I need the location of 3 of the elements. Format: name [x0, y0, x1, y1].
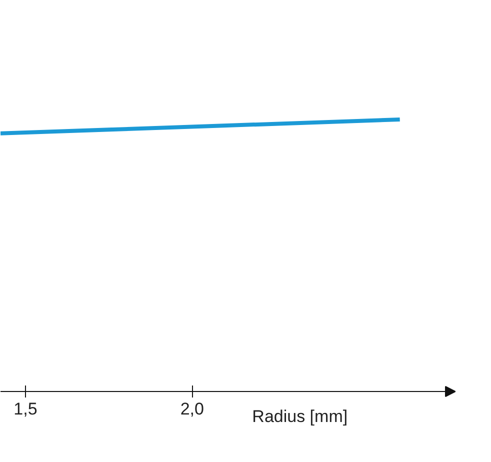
x-tick-label: 2,0	[180, 400, 204, 418]
x-axis-title: Radius [mm]	[252, 407, 348, 426]
x-tick-label: 1,5	[14, 400, 38, 418]
